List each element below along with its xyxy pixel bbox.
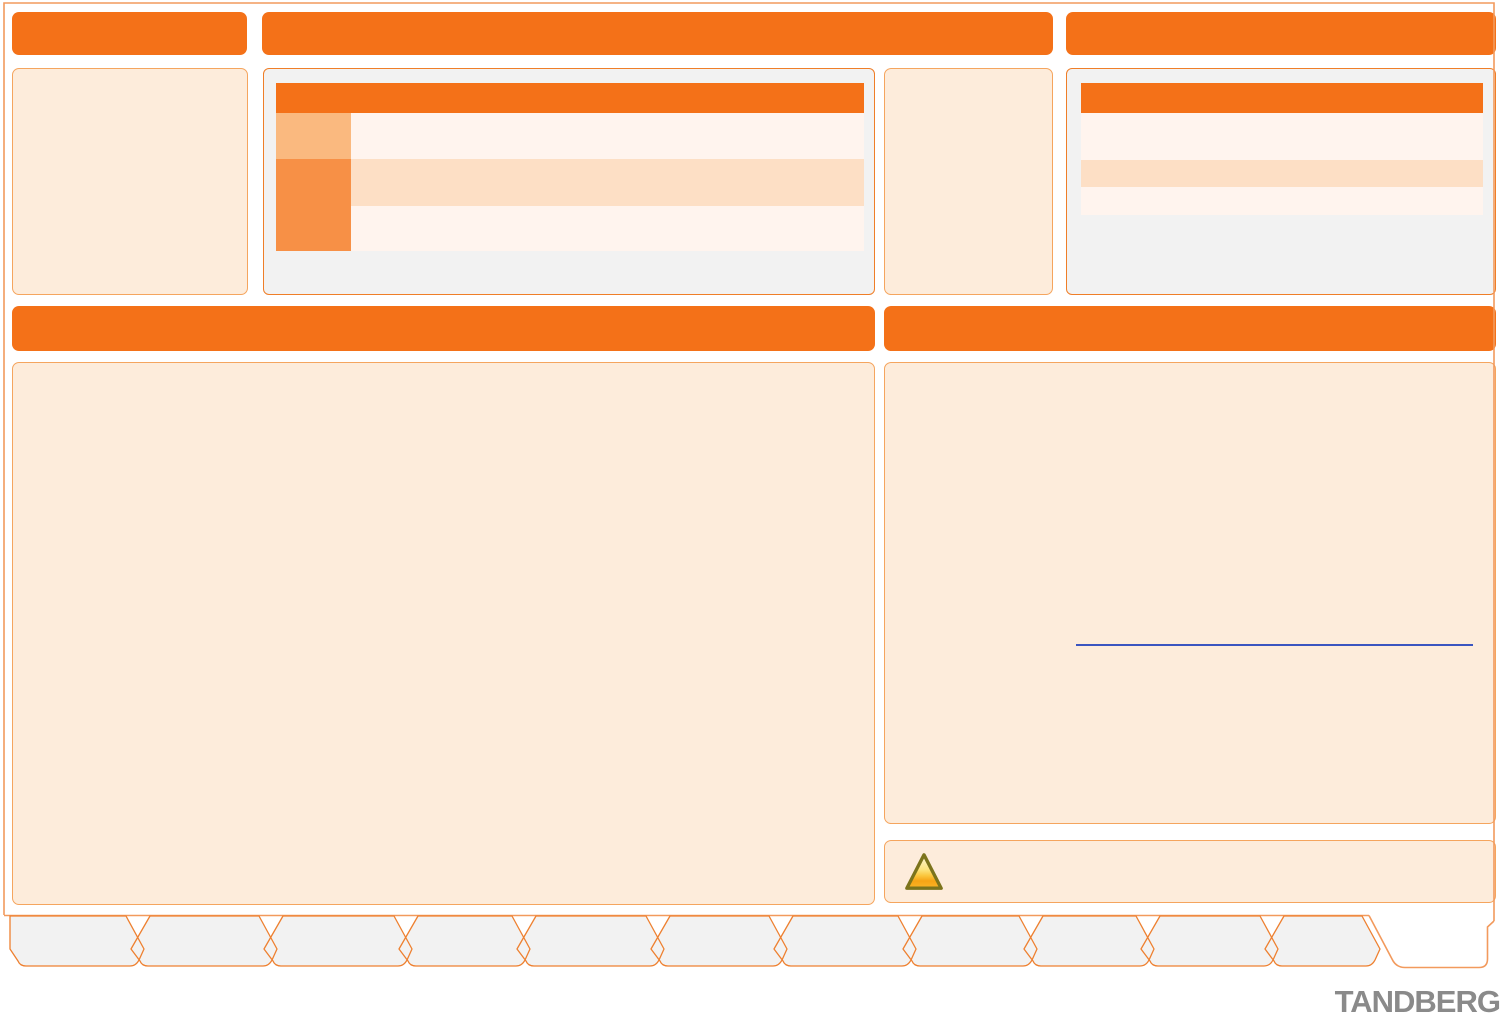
bottom-tab[interactable] — [399, 916, 530, 966]
panel-top-middle — [884, 68, 1053, 295]
bottom-tab[interactable] — [263, 915, 413, 967]
panel-main-right — [884, 362, 1496, 824]
bottom-tab[interactable] — [1140, 915, 1279, 967]
table-row — [1081, 187, 1483, 215]
tandberg-logo: TANDBERG — [1334, 984, 1501, 1019]
panel-top-center-table — [263, 68, 875, 295]
bottom-tab[interactable] — [1024, 916, 1154, 966]
header-bar-mid-right — [884, 306, 1496, 351]
bottom-tab[interactable] — [1265, 916, 1380, 966]
bottom-tab[interactable] — [651, 916, 787, 966]
bottom-tab[interactable] — [1141, 916, 1278, 966]
frame-end-piece — [1368, 915, 1495, 969]
bottom-tab[interactable] — [903, 916, 1037, 966]
bottom-tab[interactable] — [517, 916, 664, 966]
bottom-tab[interactable] — [902, 915, 1038, 967]
bottom-tab[interactable] — [1023, 915, 1155, 967]
warning-triangle-icon — [903, 851, 945, 893]
bottom-tab[interactable] — [398, 915, 531, 967]
header-bar-top-right — [1066, 12, 1496, 55]
panel-top-left — [12, 68, 248, 295]
table-row — [351, 113, 864, 159]
panel-top-right-table — [1066, 68, 1496, 295]
header-bar-top-center — [262, 12, 1053, 55]
panel-main-left — [12, 362, 875, 905]
bottom-tab[interactable] — [130, 915, 278, 967]
bottom-tab[interactable] — [1264, 915, 1381, 967]
hyperlink[interactable] — [1076, 644, 1473, 646]
table-header-bar — [1081, 83, 1483, 113]
header-bar-mid-left — [12, 306, 875, 351]
table-row — [351, 206, 864, 251]
table-row — [351, 159, 864, 206]
bottom-tab[interactable] — [774, 916, 916, 966]
table-icon-cell — [276, 159, 351, 251]
table-row — [1081, 160, 1483, 187]
bottom-tab[interactable] — [264, 916, 412, 966]
table-icon-cell — [276, 113, 351, 159]
table-header-bar — [276, 83, 864, 113]
panel-warning — [884, 840, 1496, 903]
bottom-tab[interactable] — [9, 915, 145, 967]
bottom-tab[interactable] — [10, 916, 144, 966]
table-row — [1081, 113, 1483, 160]
bottom-tab[interactable] — [516, 915, 665, 967]
header-bar-top-left — [12, 12, 247, 55]
bottom-tab[interactable] — [773, 915, 917, 967]
bottom-tab[interactable] — [650, 915, 788, 967]
bottom-tab[interactable] — [131, 916, 277, 966]
